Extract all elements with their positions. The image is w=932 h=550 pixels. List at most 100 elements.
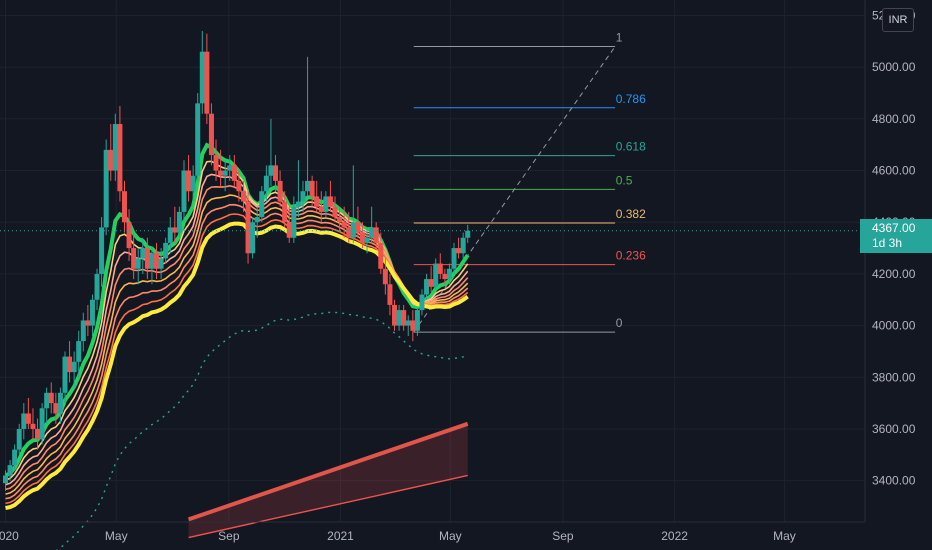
candle-body bbox=[442, 273, 448, 280]
candle-body bbox=[428, 279, 434, 287]
candle-body bbox=[39, 408, 45, 440]
candle-body bbox=[369, 227, 375, 238]
candle-body bbox=[89, 299, 95, 326]
candle-body bbox=[67, 356, 73, 373]
candle-body bbox=[199, 51, 205, 104]
candle-body bbox=[382, 268, 388, 285]
x-tick-label: 2022 bbox=[661, 529, 688, 543]
candle-body bbox=[218, 170, 224, 176]
candle-body bbox=[250, 222, 256, 254]
y-tick-label: 4200.00 bbox=[872, 267, 916, 281]
fib-level-label: 1 bbox=[616, 31, 623, 45]
long-ma-lower bbox=[188, 474, 468, 539]
long-ma-band bbox=[188, 423, 468, 538]
candle-body bbox=[424, 279, 430, 295]
current-price-value: 4367.00 bbox=[872, 221, 916, 235]
candle-body bbox=[172, 227, 178, 233]
x-tick-label: 2021 bbox=[327, 529, 354, 543]
candle-body bbox=[80, 320, 86, 342]
y-tick-label: 4000.00 bbox=[872, 319, 916, 333]
fib-level-label: 0.5 bbox=[616, 173, 633, 187]
x-tick-label: 2020 bbox=[0, 529, 19, 543]
time-axis[interactable]: 2020 May Sep 2021 May Sep 2022 May bbox=[0, 529, 796, 543]
candle-body bbox=[277, 180, 283, 202]
candle-body bbox=[21, 413, 27, 429]
y-tick-label: 5000.00 bbox=[872, 60, 916, 74]
candle-body bbox=[117, 124, 123, 192]
candle-body bbox=[378, 242, 384, 269]
candle-body bbox=[108, 149, 114, 171]
grid bbox=[0, 0, 865, 522]
fib-level-label: 0 bbox=[616, 316, 623, 330]
y-tick-label: 4800.00 bbox=[872, 112, 916, 126]
fib-level-label: 0.618 bbox=[616, 140, 646, 154]
candle-body bbox=[433, 263, 439, 287]
candle-body bbox=[300, 191, 306, 202]
candle-body bbox=[231, 165, 237, 181]
candle-body bbox=[373, 227, 379, 243]
candle-body bbox=[341, 222, 347, 228]
candle-body bbox=[154, 253, 160, 269]
candle-body bbox=[181, 170, 187, 212]
candle-body bbox=[222, 170, 228, 176]
candle-body bbox=[337, 217, 343, 223]
candle-body bbox=[465, 230, 471, 238]
x-tick-label: May bbox=[773, 529, 796, 543]
candle-body bbox=[2, 475, 8, 484]
currency-button[interactable]: INR bbox=[882, 8, 914, 32]
candle-body bbox=[236, 180, 242, 192]
candle-body bbox=[245, 201, 251, 254]
candle-body bbox=[350, 222, 356, 238]
candle-body bbox=[126, 222, 132, 249]
fibonacci-retracement[interactable]: 1 0.786 0.618 0.5 0.382 0.236 0 bbox=[413, 31, 646, 333]
fib-level-label: 0.236 bbox=[616, 249, 646, 263]
candle-body bbox=[305, 180, 311, 192]
fib-level-label: 0.786 bbox=[616, 92, 646, 106]
candle-body bbox=[286, 222, 292, 238]
candle-body bbox=[346, 227, 352, 238]
candle-body bbox=[323, 196, 329, 212]
y-tick-label: 3600.00 bbox=[872, 422, 916, 436]
candle-body bbox=[131, 248, 137, 269]
candle-body bbox=[35, 428, 41, 440]
candle-body bbox=[176, 211, 182, 233]
candle-body bbox=[57, 392, 63, 414]
candle-body bbox=[163, 242, 169, 259]
candle-body bbox=[364, 237, 370, 243]
candle-body bbox=[30, 423, 36, 429]
y-tick-label: 3800.00 bbox=[872, 370, 916, 384]
candle-body bbox=[282, 201, 288, 223]
candle-body bbox=[405, 320, 411, 326]
candle-body bbox=[291, 206, 297, 238]
candles bbox=[2, 31, 471, 491]
candle-body bbox=[414, 310, 420, 331]
candle-body bbox=[94, 273, 100, 300]
x-tick-label: Sep bbox=[218, 529, 240, 543]
candle-body bbox=[186, 170, 192, 192]
candle-body bbox=[121, 191, 127, 223]
candle-body bbox=[332, 206, 338, 218]
bar-countdown: 1d 3h bbox=[872, 236, 903, 250]
candle-body bbox=[396, 310, 402, 326]
y-tick-label: 4600.00 bbox=[872, 164, 916, 178]
candle-body bbox=[48, 392, 54, 404]
candle-body bbox=[437, 263, 443, 274]
candle-body bbox=[268, 165, 274, 176]
candle-body bbox=[387, 284, 393, 305]
long-ma-dotted bbox=[56, 311, 468, 550]
x-tick-label: Sep bbox=[552, 529, 574, 543]
candle-body bbox=[12, 449, 18, 466]
x-tick-label: May bbox=[105, 529, 128, 543]
candle-body bbox=[76, 341, 82, 362]
candle-body bbox=[259, 191, 265, 218]
long-ma-upper bbox=[187, 421, 469, 522]
candle-body bbox=[314, 196, 320, 207]
candle-body bbox=[7, 465, 13, 476]
candle-body bbox=[144, 248, 150, 269]
moving-average-ribbon bbox=[4, 142, 470, 550]
ema-line bbox=[5, 221, 469, 510]
candle-body bbox=[410, 320, 416, 331]
candle-body bbox=[456, 248, 462, 254]
